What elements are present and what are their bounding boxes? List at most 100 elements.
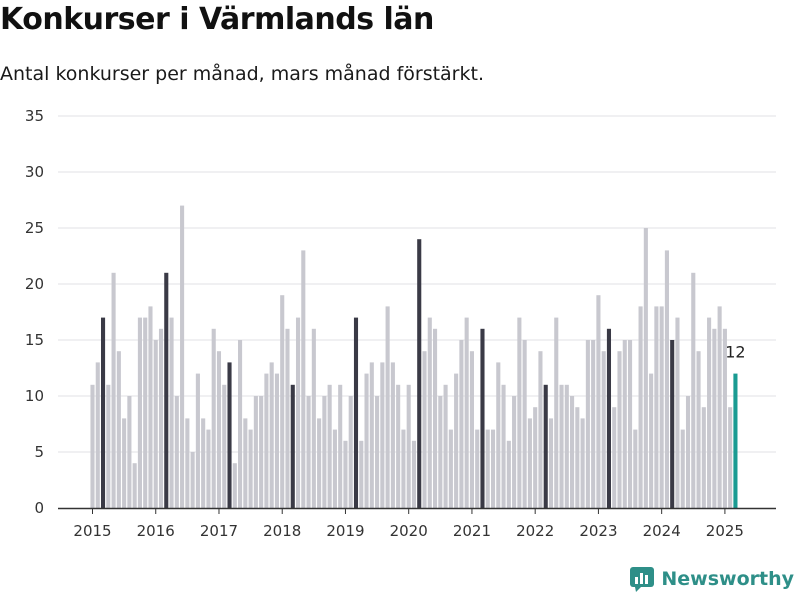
bar bbox=[332, 429, 337, 508]
bar bbox=[206, 429, 211, 508]
bar bbox=[222, 384, 227, 508]
bar bbox=[422, 351, 427, 508]
x-tick-label: 2023 bbox=[579, 522, 617, 540]
bar bbox=[295, 317, 301, 508]
bar bbox=[717, 306, 722, 508]
bar bbox=[712, 328, 717, 508]
bar bbox=[707, 317, 712, 508]
bar bbox=[427, 317, 432, 508]
bar bbox=[359, 440, 364, 508]
bar bbox=[369, 362, 374, 508]
y-tick-label: 30 bbox=[25, 163, 44, 181]
bar bbox=[385, 306, 390, 508]
bar bbox=[285, 328, 290, 508]
bar bbox=[90, 384, 95, 508]
bar-latest bbox=[733, 373, 738, 508]
data-labels: 12 bbox=[725, 343, 745, 362]
bar bbox=[475, 429, 480, 508]
newsworthy-logo-icon bbox=[630, 567, 655, 592]
bar bbox=[517, 317, 522, 508]
bar bbox=[259, 396, 264, 508]
bar bbox=[722, 328, 727, 508]
bar bbox=[485, 429, 490, 508]
y-tick-label: 20 bbox=[25, 275, 44, 293]
bar bbox=[401, 429, 406, 508]
bar bbox=[190, 452, 195, 508]
bar bbox=[111, 272, 116, 508]
bar bbox=[380, 362, 385, 508]
bar bbox=[122, 418, 127, 508]
bar bbox=[364, 373, 369, 508]
bar bbox=[132, 463, 137, 508]
bar bbox=[659, 306, 664, 508]
bar bbox=[512, 396, 517, 508]
brand-name: Newsworthy bbox=[661, 568, 794, 590]
bar bbox=[469, 351, 474, 508]
bar bbox=[691, 272, 696, 508]
bar-march bbox=[353, 317, 359, 508]
bar bbox=[143, 317, 148, 508]
bar bbox=[238, 340, 243, 508]
x-tick-label: 2019 bbox=[326, 522, 364, 540]
bar bbox=[554, 317, 559, 508]
bar bbox=[664, 250, 669, 508]
bar bbox=[612, 407, 617, 508]
bar bbox=[728, 407, 733, 508]
bar bbox=[527, 418, 532, 508]
bar-march bbox=[100, 317, 106, 508]
y-tick-label: 10 bbox=[25, 387, 44, 405]
x-axis-ticks: 2015 2016 2017 2018 2019 2020 2021 2022 2023 2024… bbox=[73, 508, 744, 540]
bar bbox=[575, 407, 580, 508]
bar bbox=[306, 396, 311, 508]
bar bbox=[264, 373, 269, 508]
bar bbox=[501, 384, 506, 508]
bar bbox=[601, 351, 606, 508]
x-tick-label: 2017 bbox=[200, 522, 238, 540]
bar bbox=[627, 340, 633, 508]
x-tick-label: 2024 bbox=[643, 522, 681, 540]
bar bbox=[322, 396, 327, 508]
bar bbox=[174, 396, 179, 508]
bar bbox=[438, 396, 443, 508]
bar bbox=[280, 295, 285, 508]
x-tick-label: 2022 bbox=[516, 522, 554, 540]
bar bbox=[106, 384, 111, 508]
bar bbox=[248, 429, 253, 508]
bar bbox=[243, 418, 248, 508]
bar bbox=[137, 317, 142, 508]
bar bbox=[195, 373, 200, 508]
bar-march bbox=[417, 239, 422, 508]
bar bbox=[406, 384, 411, 508]
bar bbox=[680, 429, 685, 508]
bar bbox=[253, 396, 258, 508]
bar bbox=[675, 317, 680, 508]
x-tick-label: 2015 bbox=[73, 522, 111, 540]
bar bbox=[116, 351, 121, 508]
bar bbox=[180, 205, 185, 508]
bar bbox=[375, 396, 380, 508]
bar bbox=[570, 396, 575, 508]
bar bbox=[301, 250, 306, 508]
bar bbox=[591, 340, 596, 508]
y-tick-label: 0 bbox=[34, 499, 44, 517]
bar bbox=[496, 362, 501, 508]
bar bbox=[158, 328, 164, 508]
brand[interactable]: Newsworthy bbox=[629, 566, 794, 592]
bar bbox=[580, 418, 585, 508]
bar bbox=[633, 429, 638, 508]
bar bbox=[464, 317, 469, 508]
bar bbox=[559, 384, 564, 508]
bar bbox=[433, 328, 438, 508]
bar bbox=[169, 317, 174, 508]
bar-march bbox=[543, 384, 548, 508]
y-tick-label: 15 bbox=[25, 331, 44, 349]
bar bbox=[443, 384, 448, 508]
chart-subtitle: Antal konkurser per månad, mars månad fö… bbox=[0, 63, 484, 85]
bar bbox=[343, 440, 348, 508]
bar-march bbox=[606, 328, 612, 508]
x-tick-label: 2021 bbox=[453, 522, 491, 540]
bar bbox=[317, 418, 322, 508]
y-axis-ticks: 0 5 10 15 20 25 30 35 bbox=[25, 107, 44, 517]
bar bbox=[201, 418, 206, 508]
bar bbox=[211, 328, 216, 508]
